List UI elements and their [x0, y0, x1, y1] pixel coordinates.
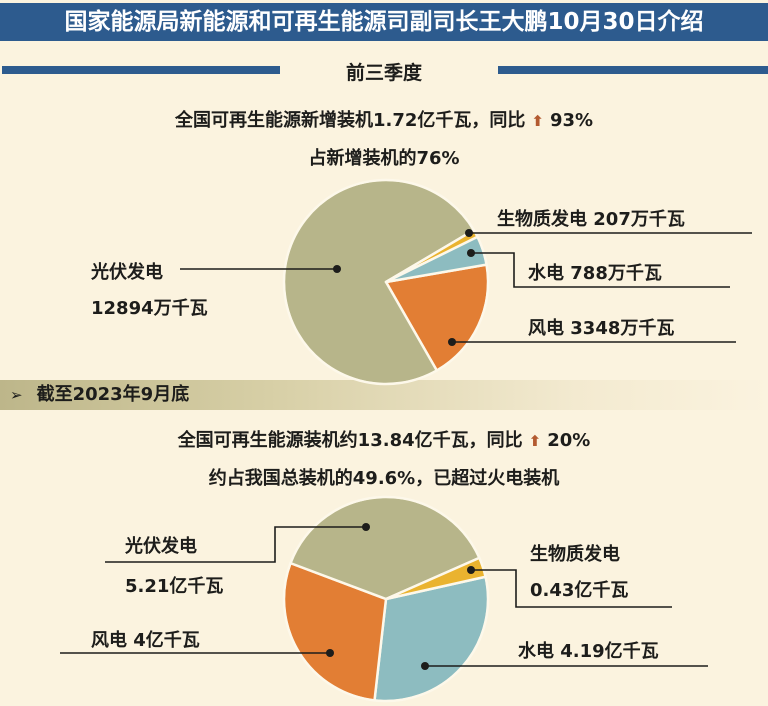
- label-solar-value-2: 5.21亿千瓦: [125, 576, 224, 597]
- leader-lines: [60, 232, 752, 667]
- leader-dots: [326, 229, 475, 670]
- pie-chart-q1-q3: [282, 178, 490, 386]
- pie-chart-sep-2023: [282, 495, 490, 703]
- headline-text: 全国可再生能源新增装机1.72亿千瓦，同比: [174, 110, 526, 131]
- label-biomass-1: 生物质发电 207万千瓦: [497, 209, 685, 230]
- label-hydro-2: 水电 4.19亿千瓦: [518, 641, 659, 662]
- arrow-up-icon: ⬆: [528, 432, 542, 450]
- section-divider-right: [498, 66, 768, 74]
- label-wind-1: 风电 3348万千瓦: [528, 318, 675, 339]
- section-title-q1-q3: 前三季度: [345, 62, 422, 84]
- section2-headline-1: 全国可再生能源装机约13.84亿千瓦，同比 ⬆ 20%: [0, 426, 768, 452]
- section1-headline-1: 全国可再生能源新增装机1.72亿千瓦，同比 ⬆ 93%: [0, 106, 768, 132]
- label-biomass-value-2: 0.43亿千瓦: [530, 580, 629, 601]
- section2-headline-2: 约占我国总装机的49.6%，已超过火电装机: [208, 468, 560, 489]
- section2-title: ➢ 截至2023年9月底: [10, 380, 189, 410]
- label-solar-name-2: 光伏发电: [125, 536, 197, 557]
- chevron-right-icon: ➢: [10, 386, 23, 404]
- section2-title-text: 截至2023年9月底: [36, 384, 190, 405]
- headline-text: 全国可再生能源装机约13.84亿千瓦，同比: [177, 430, 523, 451]
- page-title: 国家能源局新能源和可再生能源司副司长王大鹏10月30日介绍: [0, 3, 768, 41]
- label-solar-value-1: 12894万千瓦: [91, 298, 208, 319]
- arrow-up-icon: ⬆: [531, 112, 544, 130]
- label-hydro-1: 水电 788万千瓦: [528, 263, 662, 284]
- label-biomass-name-2: 生物质发电: [530, 544, 620, 565]
- label-wind-2: 风电 4亿千瓦: [91, 630, 200, 651]
- headline-change: 20%: [547, 430, 591, 451]
- section-divider-left: [2, 66, 280, 74]
- section1-headline-2: 占新增装机的76%: [308, 148, 460, 169]
- headline-change: 93%: [549, 110, 594, 131]
- label-solar-name-1: 光伏发电: [91, 262, 163, 283]
